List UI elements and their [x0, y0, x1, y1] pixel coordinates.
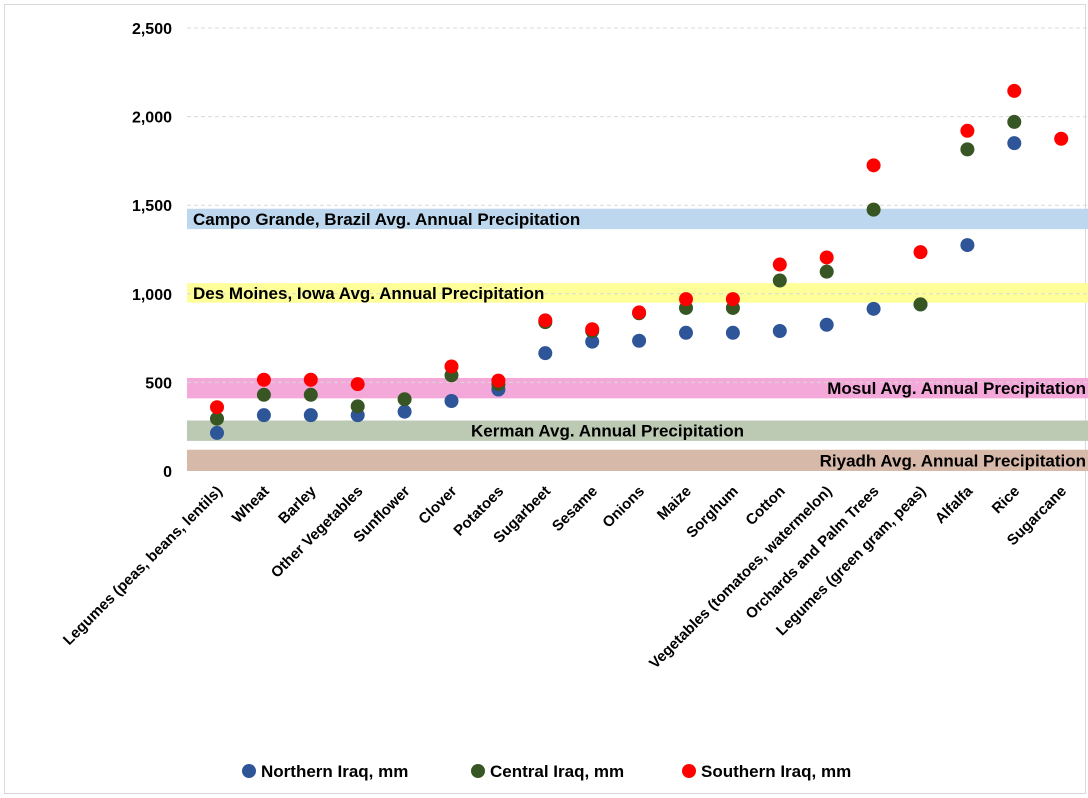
band-label-0: Campo Grande, Brazil Avg. Annual Precipi… [193, 210, 580, 229]
point-series-2 [585, 322, 600, 337]
point-series-2 [538, 313, 553, 328]
point-series-2 [960, 123, 975, 138]
x-category-label: Legumes (peas, beans, lentils) [60, 483, 226, 649]
y-tick-label: 1,500 [132, 198, 172, 215]
legend-marker-1 [471, 764, 485, 778]
band-1 [187, 283, 1088, 303]
point-series-2 [1007, 83, 1022, 98]
point-series-1 [350, 399, 365, 414]
point-series-2 [1054, 131, 1069, 146]
point-series-0 [210, 425, 224, 440]
x-category-label: Sesame [549, 483, 601, 535]
point-series-1 [819, 264, 834, 279]
x-category-label: Barley [275, 482, 320, 527]
band-label-4: Riyadh Avg. Annual Precipitation [820, 451, 1086, 470]
bands-layer [187, 208, 1088, 471]
point-series-0 [444, 394, 459, 409]
point-series-2 [303, 372, 318, 387]
x-category-label: Sorghum [683, 483, 742, 542]
point-series-2 [679, 292, 693, 307]
x-category-label: Clover [415, 483, 460, 528]
point-series-0 [538, 346, 553, 361]
point-series-0 [632, 333, 647, 348]
point-series-0 [397, 404, 412, 419]
y-tick-label: 0 [163, 464, 172, 481]
point-series-1 [397, 392, 412, 407]
points-layer [210, 83, 1069, 440]
y-tick-label: 2,000 [132, 110, 172, 127]
grid-layer [187, 27, 1088, 383]
legend-label-0[interactable]: Northern Iraq, mm [261, 762, 408, 781]
y-tick-label: 2,500 [132, 21, 172, 38]
x-category-label: Alfalfa [932, 482, 977, 527]
x-category-label: Onions [599, 483, 648, 532]
point-series-0 [303, 408, 318, 423]
point-series-2 [819, 250, 834, 265]
point-series-2 [256, 372, 271, 387]
point-series-2 [866, 158, 881, 173]
point-series-0 [772, 324, 787, 339]
x-category-label: Cotton [742, 483, 788, 529]
point-series-1 [303, 387, 318, 402]
x-category-label: Maize [654, 483, 695, 524]
point-series-2 [725, 292, 740, 307]
point-series-2 [632, 305, 647, 320]
legend-marker-0 [242, 764, 256, 778]
band-3 [187, 420, 1088, 441]
point-series-0 [819, 317, 834, 332]
x-axis: Legumes (peas, beans, lentils) Wheat Barle… [60, 482, 1070, 672]
point-series-1 [866, 202, 881, 217]
point-series-2 [444, 359, 459, 374]
point-series-1 [210, 411, 224, 426]
point-series-1 [256, 387, 271, 402]
point-series-1 [913, 297, 928, 312]
point-series-0 [960, 238, 975, 253]
y-tick-label: 500 [145, 375, 172, 392]
y-axis: 0 500 1,000 1,500 2,000 2,500 [132, 21, 172, 481]
point-series-2 [350, 377, 365, 392]
x-category-label: Wheat [229, 483, 273, 527]
legend-marker-2 [682, 764, 696, 778]
point-series-1 [1007, 114, 1022, 129]
legend-label-1[interactable]: Central Iraq, mm [490, 762, 624, 781]
point-series-1 [772, 273, 787, 288]
band-label-2: Mosul Avg. Annual Precipitation [827, 379, 1086, 398]
point-series-0 [585, 334, 600, 349]
point-series-2 [913, 245, 928, 260]
x-category-label: Rice [989, 483, 1023, 517]
chart-frame [4, 4, 1086, 794]
point-series-0 [866, 301, 881, 316]
point-series-0 [725, 325, 740, 340]
legend[interactable]: Northern Iraq, mm Central Iraq, mm Souther… [242, 762, 851, 781]
band-0 [187, 208, 1088, 230]
point-series-0 [256, 408, 271, 423]
band-labels-layer: Campo Grande, Brazil Avg. Annual Precipi… [193, 210, 1086, 470]
band-2 [187, 377, 1088, 399]
point-series-2 [210, 400, 224, 415]
point-series-2 [772, 257, 787, 272]
y-tick-label: 1,000 [132, 287, 172, 304]
point-series-2 [491, 373, 506, 388]
band-4 [187, 449, 1088, 471]
point-series-1 [960, 142, 975, 157]
legend-label-2[interactable]: Southern Iraq, mm [701, 762, 851, 781]
band-label-3: Kerman Avg. Annual Precipitation [471, 422, 744, 441]
band-label-1: Des Moines, Iowa Avg. Annual Precipitati… [193, 284, 544, 303]
point-series-0 [1007, 136, 1022, 151]
point-series-0 [679, 325, 693, 340]
